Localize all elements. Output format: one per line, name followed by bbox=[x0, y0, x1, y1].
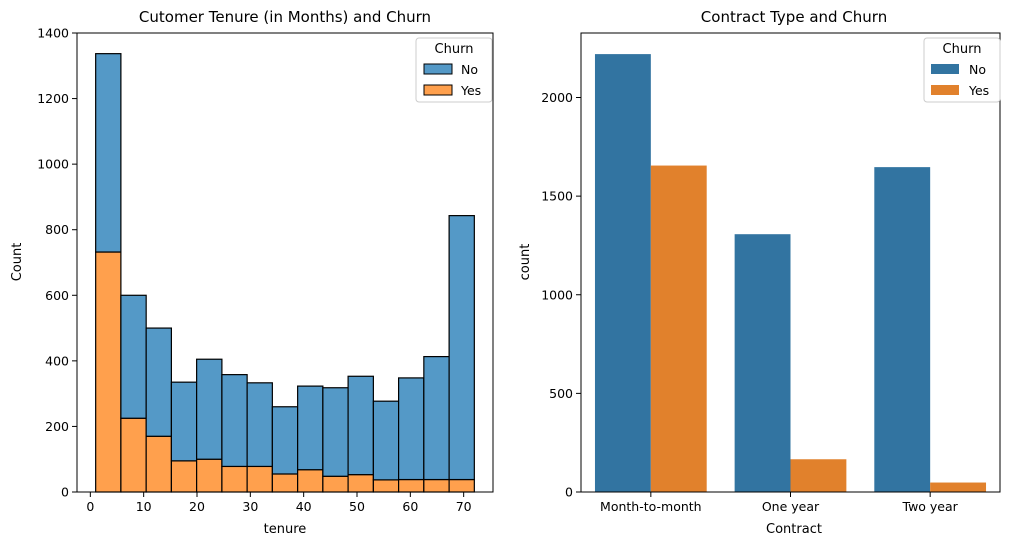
bar-no bbox=[170, 381, 198, 462]
y-tick-label: 400 bbox=[45, 353, 69, 368]
y-tick-label: 2000 bbox=[541, 90, 573, 105]
x-tick-label: 20 bbox=[189, 499, 205, 514]
bar-no bbox=[398, 377, 425, 481]
bar-yes bbox=[170, 460, 198, 493]
x-tick-label: 10 bbox=[136, 499, 152, 514]
bar-no bbox=[120, 294, 147, 419]
bar-no bbox=[145, 327, 173, 437]
legend: Churn No Yes bbox=[415, 37, 493, 103]
bar-yes bbox=[448, 478, 475, 493]
bar-no bbox=[271, 406, 299, 475]
bar-no bbox=[423, 355, 450, 481]
bar-yes bbox=[120, 417, 147, 493]
legend-title: Churn bbox=[435, 42, 474, 57]
bar-yes bbox=[95, 251, 122, 493]
legend-label-no: No bbox=[461, 62, 478, 77]
legend-swatch-yes bbox=[423, 84, 453, 96]
bar-no bbox=[322, 387, 349, 477]
bar-marks bbox=[594, 54, 987, 493]
bar-yes bbox=[423, 478, 450, 493]
bar-yes bbox=[246, 465, 273, 493]
y-tick-label: 500 bbox=[549, 386, 573, 401]
x-axis-label: Contract bbox=[766, 522, 822, 537]
legend-swatch-no bbox=[423, 63, 453, 75]
histogram-marks bbox=[95, 53, 475, 493]
bar-no bbox=[221, 374, 248, 468]
bar-no bbox=[874, 167, 931, 493]
bar-yes bbox=[196, 458, 223, 493]
tenure-churn-histogram: Cutomer Tenure (in Months) and Churn ten… bbox=[10, 8, 494, 537]
bar-no bbox=[246, 382, 273, 468]
bar-yes bbox=[145, 435, 173, 493]
y-tick-label: 0 bbox=[61, 485, 69, 500]
y-tick-label: 0 bbox=[565, 485, 573, 500]
bar-no bbox=[734, 234, 791, 492]
legend-label-no: No bbox=[969, 62, 986, 77]
bar-yes bbox=[790, 459, 847, 492]
bar-yes bbox=[930, 482, 987, 492]
y-tick-label: 1000 bbox=[37, 157, 69, 172]
bar-yes bbox=[271, 473, 299, 493]
x-tick-label: One year bbox=[762, 499, 820, 514]
legend-label-yes: Yes bbox=[968, 83, 989, 98]
axes-frame bbox=[580, 32, 1001, 493]
legend-label-yes: Yes bbox=[460, 83, 481, 98]
x-tick-label: 60 bbox=[402, 499, 418, 514]
legend-swatch-yes bbox=[931, 85, 959, 95]
legend: Churn No Yes bbox=[923, 37, 1001, 103]
x-tick-label: Two year bbox=[902, 499, 959, 514]
x-tick-label: 40 bbox=[296, 499, 312, 514]
legend-title: Churn bbox=[943, 42, 982, 57]
bar-no bbox=[372, 400, 400, 481]
y-tick-label: 600 bbox=[45, 288, 69, 303]
x-tick-label: 30 bbox=[242, 499, 258, 514]
axes: Month-to-month One year Two year 0 500 1000 15… bbox=[541, 32, 1001, 514]
bar-no bbox=[196, 358, 223, 460]
bar-yes bbox=[347, 474, 374, 493]
y-tick-label: 1500 bbox=[541, 189, 573, 204]
contract-churn-bar-chart: Contract Type and Churn Contract count M… bbox=[518, 8, 1001, 537]
axes-frame bbox=[76, 32, 494, 493]
bar-yes bbox=[398, 478, 425, 493]
bar-no bbox=[347, 375, 374, 476]
bar-yes bbox=[650, 165, 707, 492]
legend-swatch-no bbox=[931, 64, 959, 74]
x-tick-label: Month-to-month bbox=[600, 499, 702, 514]
bar-no bbox=[594, 54, 651, 493]
x-tick-label: 0 bbox=[86, 499, 94, 514]
bar-yes bbox=[322, 475, 349, 493]
bar-yes bbox=[221, 465, 248, 493]
y-tick-label: 200 bbox=[45, 419, 69, 434]
y-axis-label: Count bbox=[10, 243, 25, 282]
bar-yes bbox=[372, 479, 400, 493]
x-axis-label: tenure bbox=[264, 522, 307, 537]
bar-yes bbox=[297, 469, 324, 493]
y-axis-label: count bbox=[518, 244, 533, 281]
bar-no bbox=[448, 215, 475, 481]
y-tick-label: 1400 bbox=[37, 26, 69, 41]
chart-title: Contract Type and Churn bbox=[701, 8, 887, 26]
x-tick-label: 50 bbox=[349, 499, 365, 514]
bar-no bbox=[95, 53, 122, 253]
x-tick-label: 70 bbox=[456, 499, 472, 514]
axes: 0 200 400 600 800 1000 1200 1400 0 10 20 30 40 50 60 70 bbox=[37, 26, 494, 514]
chart-title: Cutomer Tenure (in Months) and Churn bbox=[139, 8, 431, 26]
y-tick-label: 1200 bbox=[37, 91, 69, 106]
y-tick-label: 1000 bbox=[541, 287, 573, 302]
y-tick-label: 800 bbox=[45, 222, 69, 237]
bar-no bbox=[297, 385, 324, 471]
